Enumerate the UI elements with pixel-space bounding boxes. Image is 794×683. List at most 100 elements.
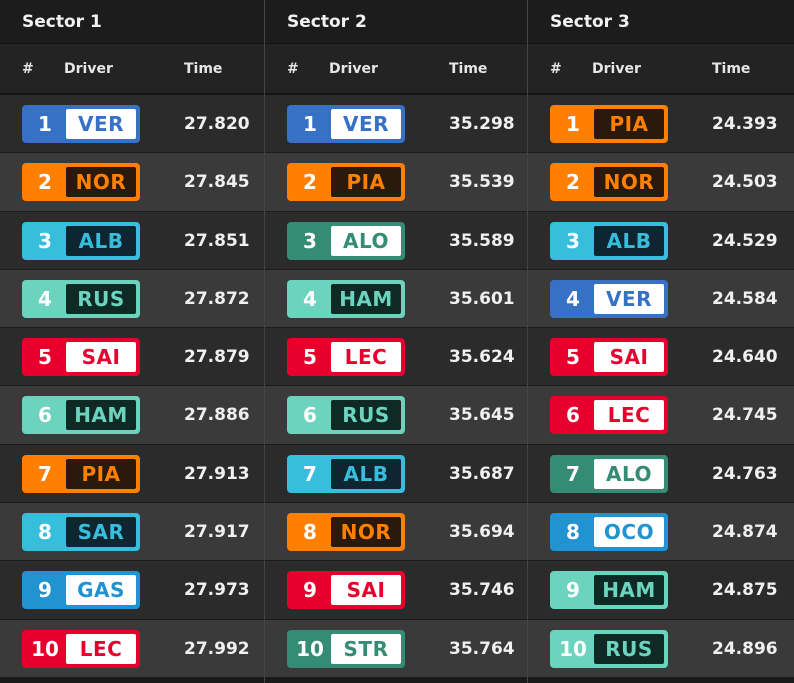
column-divider (527, 0, 528, 683)
table-row: 6 LEC 24.745 (528, 386, 794, 445)
table-row: 7 ALB 35.687 (265, 444, 527, 504)
sector-time: 24.763 (712, 463, 778, 484)
table-row: 6 HAM 27.886 (0, 386, 264, 445)
header-pos: # (287, 61, 299, 77)
table-row: 10 RUS 24.896 (528, 619, 794, 678)
header-driver: Driver (64, 61, 113, 77)
position-number: 3 (303, 228, 317, 253)
position-number: 9 (303, 578, 317, 603)
sector-title: Sector 3 (528, 0, 794, 44)
table-row: 1 VER 35.298 (265, 95, 527, 154)
position-number: 4 (566, 286, 580, 311)
driver-code: VER (331, 109, 401, 139)
driver-code: PIA (66, 458, 136, 489)
header-pos: # (550, 61, 562, 77)
header-pos: # (22, 61, 34, 77)
driver-badge: 1 VER (22, 105, 140, 143)
driver-badge: 3 ALB (550, 221, 668, 260)
position-number: 1 (303, 112, 317, 136)
table-row: 8 NOR 35.694 (265, 503, 527, 562)
driver-badge: 6 RUS (287, 396, 405, 435)
table-row: 7 ALO 24.763 (528, 444, 794, 504)
sector-time: 24.584 (712, 288, 778, 309)
sector-time: 35.601 (449, 288, 515, 309)
sector-time: 27.851 (184, 230, 250, 251)
driver-code: SAR (66, 517, 136, 548)
driver-code: STR (331, 633, 401, 664)
header-time: Time (449, 61, 488, 77)
driver-code: RUS (66, 283, 136, 314)
driver-code: HAM (331, 283, 401, 314)
sector-time: 35.746 (449, 580, 515, 601)
table-row: 3 ALB 27.851 (0, 211, 264, 270)
table-row: 5 SAI 24.640 (528, 328, 794, 387)
driver-code: ALO (331, 225, 401, 256)
position-number: 5 (38, 345, 52, 370)
header-driver: Driver (592, 61, 641, 77)
driver-badge: 2 NOR (550, 163, 668, 202)
sector-1-column: Sector 1 # Driver Time 1 VER 27.820 2 NOR 27.845 3… (0, 0, 264, 683)
sector-time: 35.589 (449, 230, 515, 251)
driver-badge: 10 STR (287, 629, 405, 668)
driver-badge: 3 ALB (22, 221, 140, 260)
table-row: 9 GAS 27.973 (0, 561, 264, 620)
driver-badge: 2 NOR (22, 163, 140, 202)
table-row: 7 PIA 27.913 (0, 444, 264, 504)
driver-badge: 1 PIA (550, 105, 668, 143)
table-row: 3 ALO 35.589 (265, 211, 527, 270)
driver-code: LEC (594, 400, 664, 431)
table-row: 2 NOR 24.503 (528, 153, 794, 212)
driver-badge: 5 SAI (22, 338, 140, 377)
table-row: 1 PIA 24.393 (528, 95, 794, 154)
driver-code: SAI (331, 575, 401, 606)
position-number: 9 (38, 578, 52, 603)
table-row: 5 LEC 35.624 (265, 328, 527, 387)
position-number: 9 (566, 578, 580, 603)
sector-time: 24.529 (712, 230, 778, 251)
table-row: 2 NOR 27.845 (0, 153, 264, 212)
driver-badge: 4 RUS (22, 279, 140, 318)
table-row: 3 ALB 24.529 (528, 211, 794, 270)
table-row: 10 STR 35.764 (265, 619, 527, 678)
position-number: 4 (38, 286, 52, 311)
sector-time: 24.896 (712, 638, 778, 659)
driver-badge: 5 LEC (287, 338, 405, 377)
driver-badge: 6 HAM (22, 396, 140, 435)
position-number: 1 (38, 112, 52, 136)
driver-code: NOR (594, 167, 664, 198)
driver-badge: 9 HAM (550, 571, 668, 610)
driver-code: ALB (331, 458, 401, 489)
driver-code: HAM (594, 575, 664, 606)
driver-badge: 10 LEC (22, 629, 140, 668)
position-number: 7 (38, 461, 52, 486)
driver-code: VER (594, 283, 664, 314)
sector-time: 24.875 (712, 580, 778, 601)
driver-code: VER (66, 109, 136, 139)
sector-time: 27.879 (184, 347, 250, 368)
driver-badge: 10 RUS (550, 629, 668, 668)
sector-time: 24.640 (712, 347, 778, 368)
driver-badge: 3 ALO (287, 221, 405, 260)
table-row: 4 HAM 35.601 (265, 269, 527, 329)
position-number: 6 (566, 403, 580, 428)
driver-badge: 8 SAR (22, 513, 140, 552)
position-number: 2 (566, 170, 580, 195)
driver-badge: 1 VER (287, 105, 405, 143)
sector-time: 24.745 (712, 405, 778, 426)
position-number: 8 (38, 520, 52, 545)
position-number: 2 (303, 170, 317, 195)
header-driver: Driver (329, 61, 378, 77)
table-row: 8 SAR 27.917 (0, 503, 264, 562)
sector-time: 24.874 (712, 522, 778, 543)
header-time: Time (712, 61, 751, 77)
driver-badge: 4 VER (550, 279, 668, 318)
driver-badge: 9 SAI (287, 571, 405, 610)
driver-code: LEC (331, 342, 401, 373)
driver-code: NOR (66, 167, 136, 198)
position-number: 6 (303, 403, 317, 428)
table-row: 10 LEC 27.992 (0, 619, 264, 678)
position-number: 5 (566, 345, 580, 370)
sector-time: 27.973 (184, 580, 250, 601)
header-time: Time (184, 61, 223, 77)
driver-badge: 2 PIA (287, 163, 405, 202)
